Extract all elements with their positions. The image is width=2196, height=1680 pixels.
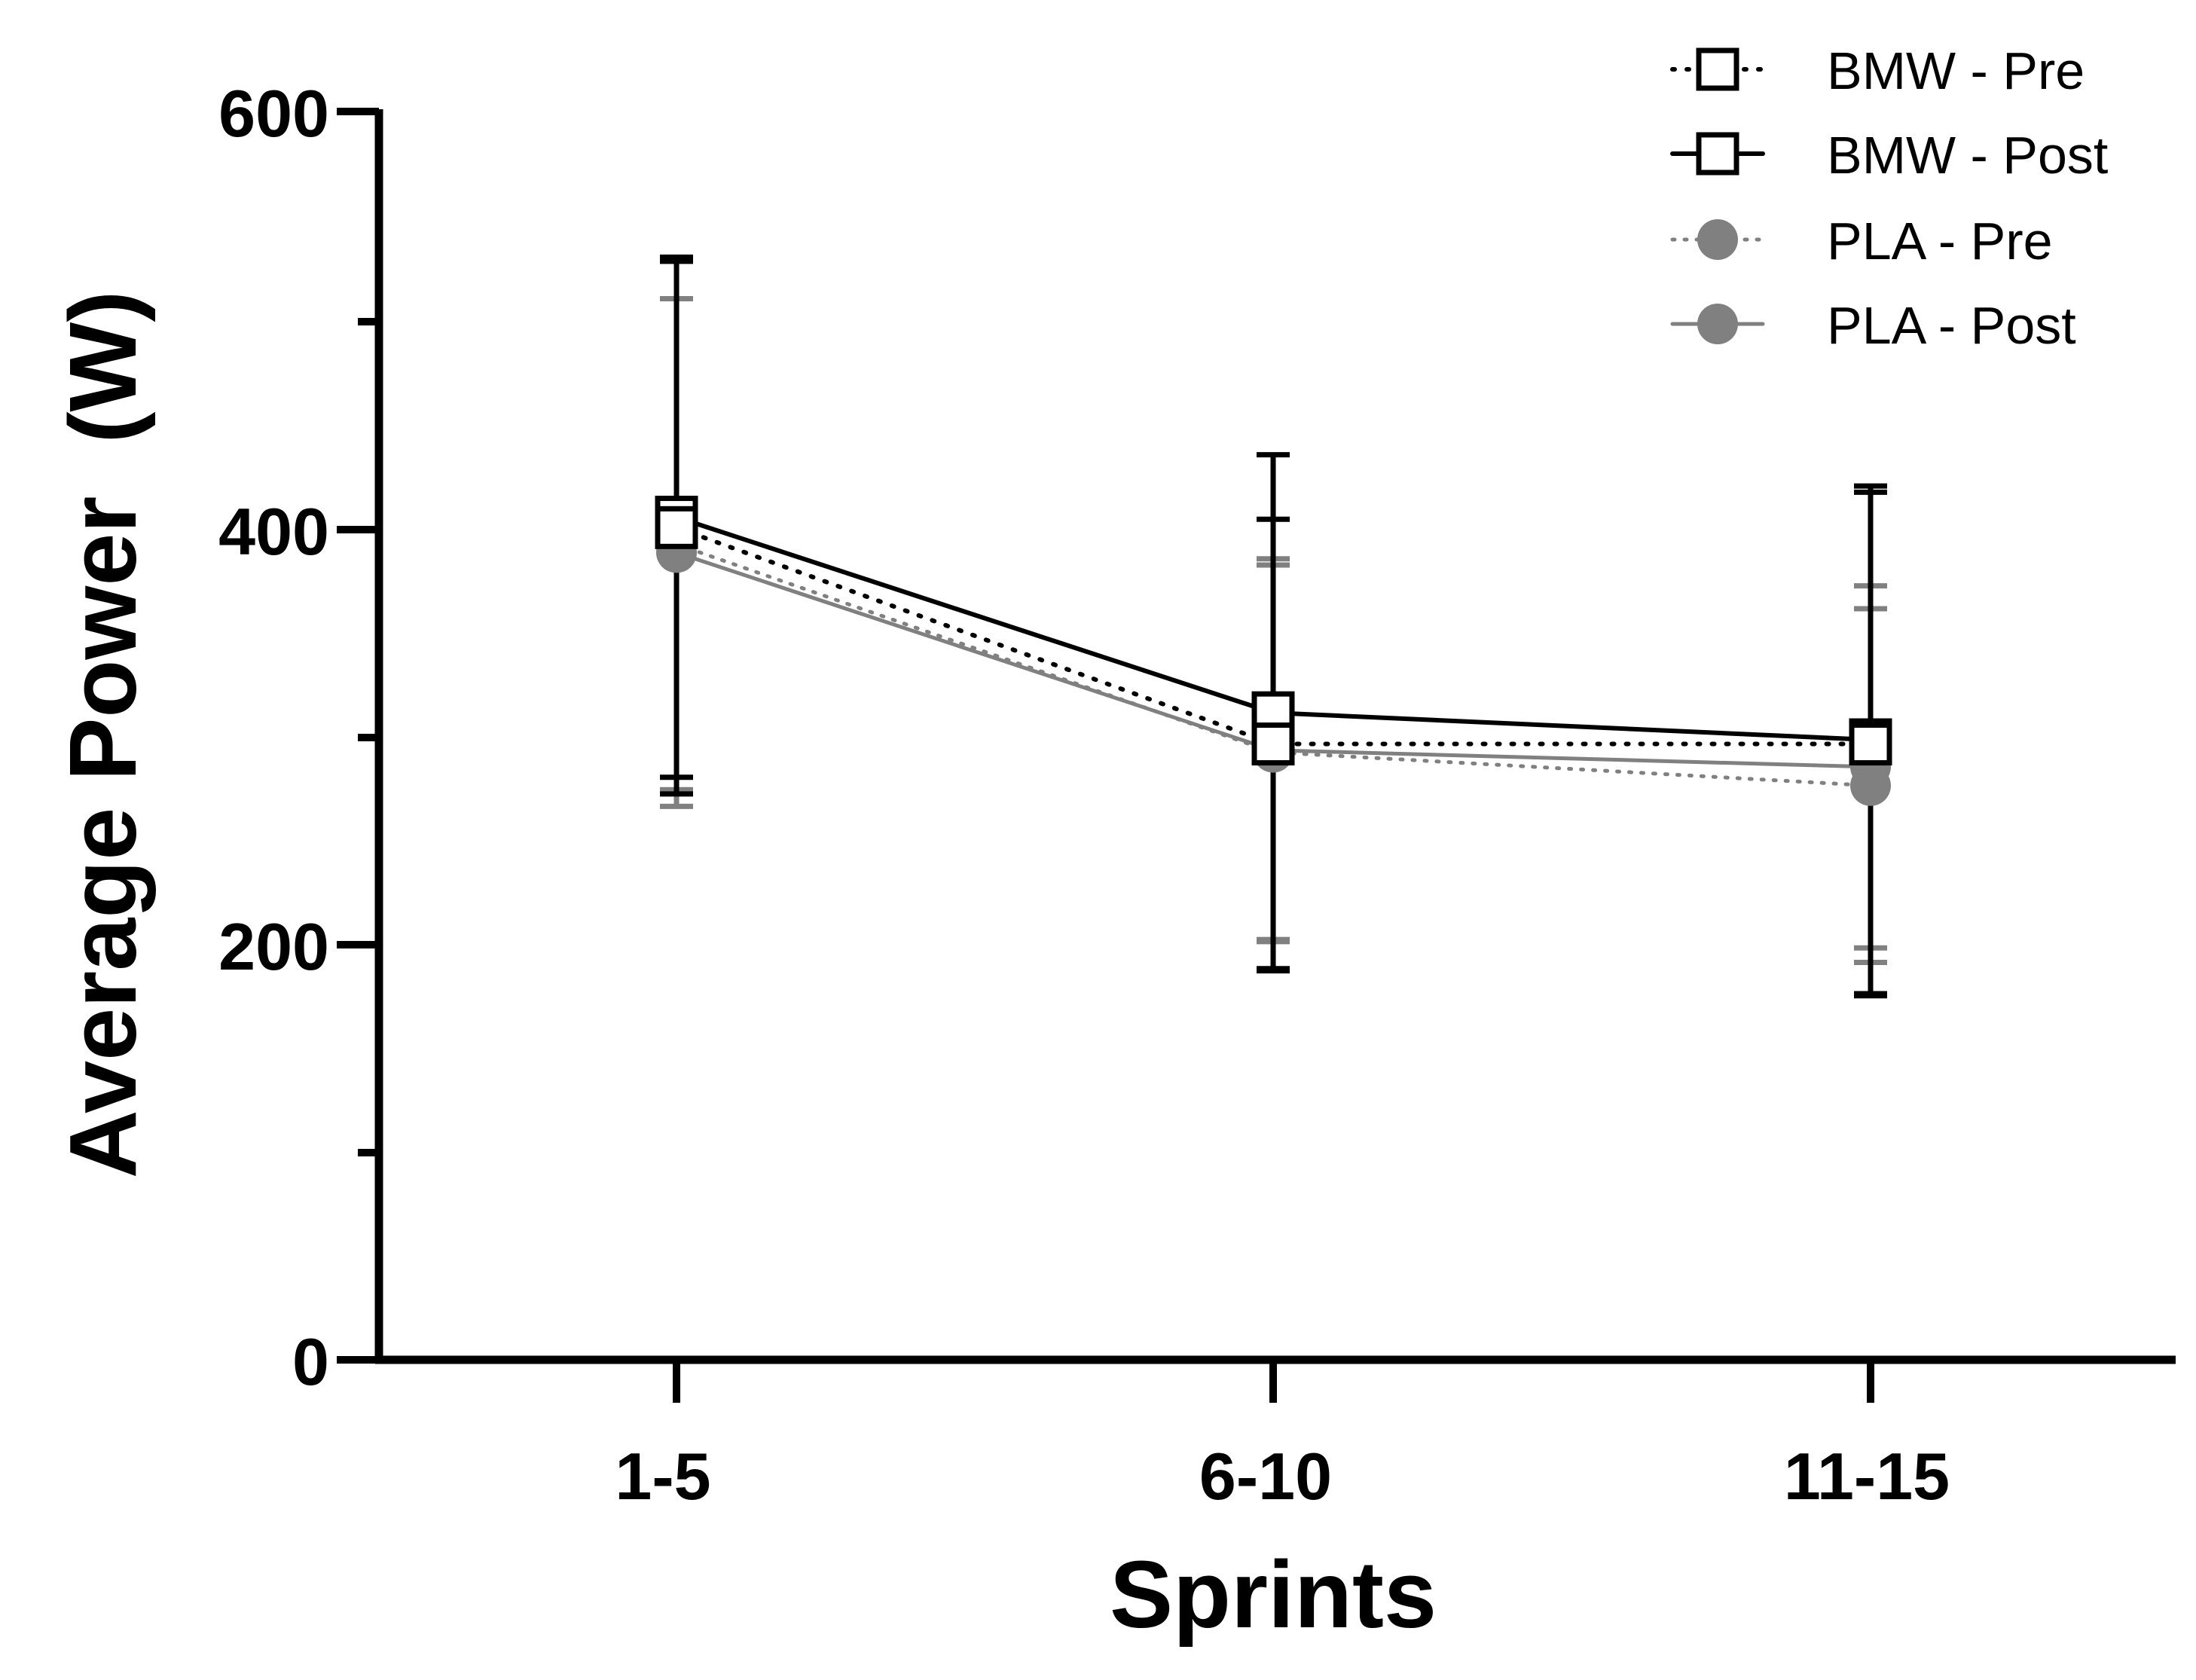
legend-item-pla-pre: PLA - Pre: [1670, 212, 2053, 270]
legend-label-pla-post: PLA - Post: [1827, 296, 2076, 355]
legend-marker-pla-post: [1697, 304, 1738, 344]
data-point-bmw-pre-1: [1251, 722, 1295, 766]
legend-item-bmw-pre: BMW - Pre: [1670, 41, 2085, 100]
y-tick-label-600: 600: [218, 76, 329, 151]
y-tick-label-0: 0: [292, 1324, 329, 1399]
y-tick-label-200: 200: [218, 909, 329, 984]
data-point-bmw-pre-0: [655, 506, 698, 549]
legend-marker-pla-pre: [1697, 219, 1738, 260]
y-axis-title: Average Power (W): [50, 291, 156, 1179]
y-tick-label-400: 400: [218, 494, 329, 569]
legend-label-bmw-pre: BMW - Pre: [1827, 41, 2085, 100]
legend-label-bmw-post: BMW - Post: [1827, 126, 2108, 185]
legend: BMW - Pre BMW - Post PLA - Pre PLA - Post: [1670, 41, 2108, 355]
x-axis-title: Sprints: [1110, 1541, 1437, 1648]
series-markers: [655, 496, 1892, 806]
y-ticks: [337, 108, 379, 1364]
error-bars: [660, 254, 1887, 999]
legend-item-pla-post: PLA - Post: [1670, 296, 2076, 355]
legend-item-bmw-post: BMW - Post: [1670, 126, 2108, 185]
x-tick-label-1-5: 1-5: [615, 1439, 710, 1514]
x-tick-label-11-15: 11-15: [1784, 1439, 1950, 1514]
data-point-bmw-pre-2: [1849, 722, 1892, 766]
series-line-bmw-pre: [674, 525, 1873, 747]
legend-marker-bmw-pre: [1696, 47, 1739, 91]
data-point-pla-pre-2: [1850, 765, 1891, 806]
legend-marker-bmw-post: [1696, 132, 1739, 176]
legend-label-pla-pre: PLA - Pre: [1827, 212, 2053, 270]
x-tick-label-6-10: 6-10: [1199, 1439, 1332, 1514]
